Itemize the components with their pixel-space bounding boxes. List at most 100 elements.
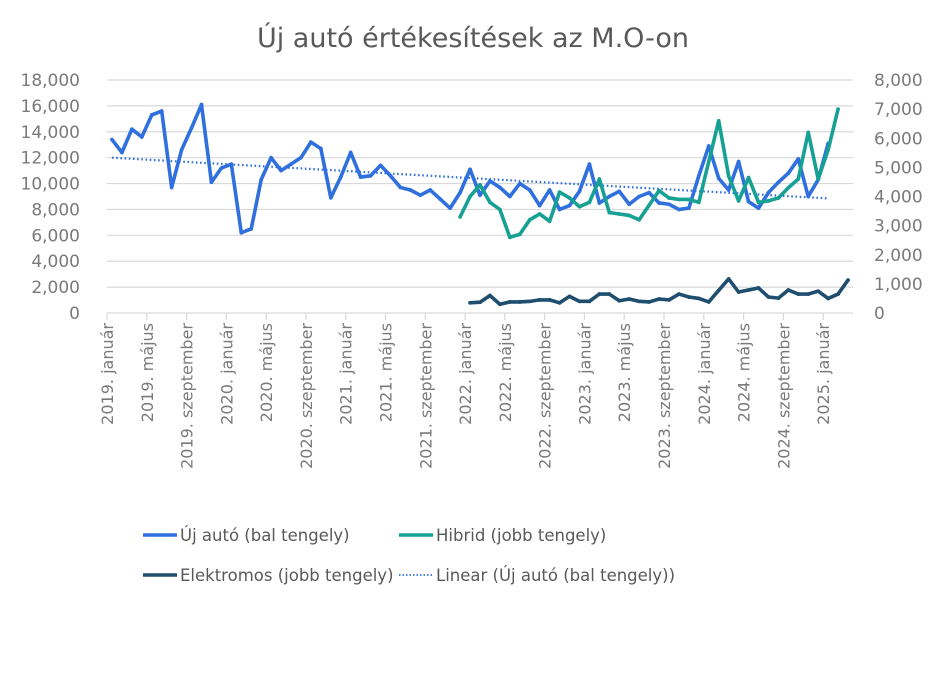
series-elektromos <box>468 277 850 307</box>
data-point <box>766 199 771 203</box>
data-point <box>537 203 542 208</box>
data-point <box>219 166 224 170</box>
data-point <box>776 296 781 300</box>
data-point <box>697 296 701 301</box>
data-point <box>726 188 731 192</box>
data-point <box>517 300 522 304</box>
x-tick-label: 2023. szeptember <box>655 323 674 469</box>
series-linear <box>111 156 829 200</box>
line-segment <box>279 162 293 173</box>
data-point <box>189 126 194 130</box>
data-point <box>687 295 691 299</box>
data-point <box>697 200 701 205</box>
data-point <box>448 206 452 210</box>
line-segment <box>577 200 592 209</box>
data-point <box>557 207 562 212</box>
data-point <box>508 300 512 304</box>
line-segment <box>418 188 433 198</box>
series-layer <box>110 102 850 307</box>
data-point <box>329 195 333 200</box>
data-point <box>716 288 721 293</box>
data-point <box>547 219 552 224</box>
line-segment <box>836 278 850 296</box>
x-tick-label: 2021. január <box>337 323 356 425</box>
line-segment <box>826 292 840 301</box>
data-point <box>756 286 761 290</box>
right-tick-label: 2,000 <box>874 246 923 266</box>
line-segment <box>557 294 572 305</box>
data-point <box>637 299 641 304</box>
data-point <box>637 218 641 222</box>
legend-item-uj-auto[interactable]: Új autó (bal tengely) <box>143 526 350 545</box>
data-point <box>508 194 512 199</box>
line-segment <box>567 196 582 209</box>
line-segment <box>478 183 492 205</box>
right-tick-label: 0 <box>874 304 885 324</box>
legend-label-hibrid: Hibrid (jobb tengely) <box>436 526 606 545</box>
data-point <box>577 204 582 209</box>
x-tick-label: 2022. május <box>496 323 515 422</box>
data-point <box>179 148 184 152</box>
data-point <box>836 292 840 296</box>
legend-item-hibrid[interactable]: Hibrid (jobb tengely) <box>399 526 606 545</box>
legend-item-elektromos[interactable]: Elektromos (jobb tengely) <box>143 566 394 585</box>
left-tick-label: 4,000 <box>31 252 80 272</box>
line-segment <box>667 202 681 212</box>
data-point <box>110 137 114 142</box>
left-tick-label: 8,000 <box>31 200 80 220</box>
data-point <box>418 193 423 198</box>
data-point <box>567 196 572 200</box>
data-point <box>597 177 602 181</box>
left-tick-label: 12,000 <box>21 149 80 169</box>
legend-item-linear[interactable]: Linear (Új autó (bal tengely)) <box>399 566 675 585</box>
data-point <box>756 200 761 205</box>
data-point <box>617 298 622 303</box>
data-point <box>478 193 482 198</box>
data-point <box>647 190 651 195</box>
line-segment <box>746 175 761 205</box>
data-point <box>677 292 681 296</box>
data-point <box>766 295 771 299</box>
data-point <box>517 181 522 186</box>
x-tick-label: 2019. január <box>98 323 117 425</box>
line-segment <box>110 137 124 155</box>
line-segment <box>607 292 622 303</box>
data-point <box>229 162 234 166</box>
x-tick-label: 2022. január <box>456 323 475 425</box>
data-point <box>806 292 811 296</box>
line-segment <box>687 173 701 210</box>
line-segment <box>488 293 502 307</box>
data-point <box>319 146 323 151</box>
x-tick-label: 2021. szeptember <box>416 323 435 469</box>
data-point <box>438 197 443 201</box>
line-segment <box>776 288 791 300</box>
line-segment <box>527 212 542 222</box>
line-segment <box>786 157 801 175</box>
data-point <box>657 188 661 193</box>
line-segment <box>786 177 801 190</box>
data-point <box>726 277 731 281</box>
line-segment <box>488 179 502 190</box>
left-tick-label: 18,000 <box>21 71 80 91</box>
right-tick-label: 1,000 <box>874 275 923 295</box>
data-point <box>547 188 552 192</box>
line-segment <box>736 175 751 203</box>
data-point <box>498 185 502 190</box>
data-point <box>746 288 751 292</box>
x-tick-label: 2025. január <box>814 323 833 425</box>
data-point <box>140 135 144 139</box>
line-segment <box>597 177 612 215</box>
data-point <box>776 180 781 185</box>
data-point <box>587 200 592 205</box>
line-segment <box>517 218 532 237</box>
line-segment <box>159 109 174 190</box>
line-segment <box>189 102 204 130</box>
line-segment <box>716 118 731 178</box>
data-point <box>796 157 801 161</box>
data-point <box>527 218 532 222</box>
left-tick-label: 10,000 <box>21 175 80 195</box>
data-point <box>816 177 820 181</box>
data-point <box>667 202 671 207</box>
data-point <box>697 173 701 178</box>
right-tick-label: 6,000 <box>874 129 923 149</box>
